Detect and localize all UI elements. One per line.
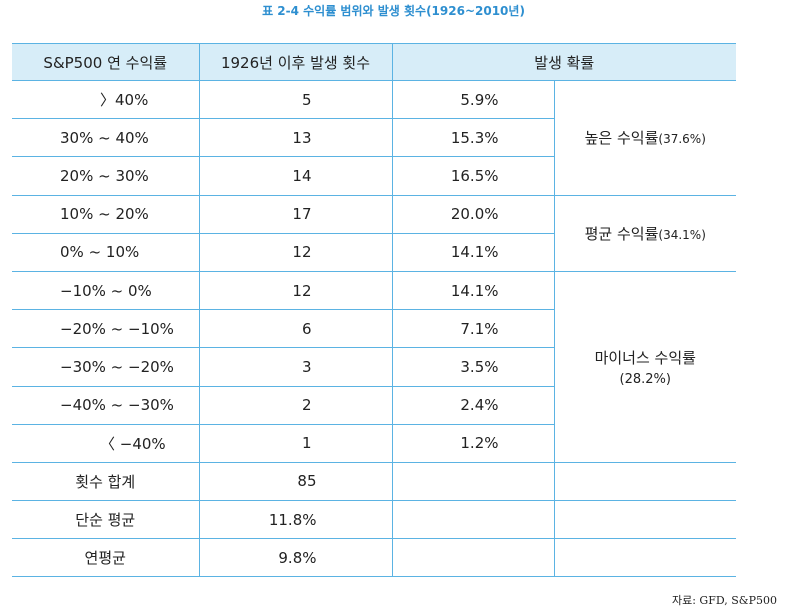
probability-cell: 5.9% xyxy=(391,79,555,120)
probability-cell: 14.1% xyxy=(391,270,555,311)
probability-cell: 2.4% xyxy=(391,385,554,425)
range-cell: −10% ~ 0% xyxy=(12,270,200,311)
probability-cell: 16.5% xyxy=(391,156,554,196)
count-cell: 2 xyxy=(198,385,393,425)
count-cell: 13 xyxy=(198,118,393,158)
band-label: 높은 수익률 xyxy=(584,129,659,148)
band-label: 평균 수익률 xyxy=(584,224,659,243)
empty-cell xyxy=(553,500,736,540)
summary-row: 단순 평균 11.8% xyxy=(12,500,736,540)
summary-row: 횟수 합계 85 xyxy=(12,461,736,502)
empty-cell xyxy=(553,538,736,578)
header-return-range: S&P500 연 수익률 xyxy=(12,43,200,81)
range-cell: −30% ~ −20% xyxy=(12,347,200,387)
count-cell: 6 xyxy=(198,309,393,349)
range-cell: 30% ~ 40% xyxy=(12,118,200,158)
probability-cell: 3.5% xyxy=(391,347,554,387)
band-pct: (34.1%) xyxy=(658,227,706,242)
range-cell: 20% ~ 30% xyxy=(12,156,200,196)
band-pct: (28.2%) xyxy=(619,371,671,387)
band-average-return: 평균 수익률(34.1%) xyxy=(553,194,736,272)
probability-cell: 7.1% xyxy=(391,309,554,349)
table-row: −10% ~ 0% 12 14.1% 마이너스 수익률 (28.2%) xyxy=(12,270,736,463)
count-cell: 17 xyxy=(198,194,393,234)
range-cell: 0% ~ 10% xyxy=(12,232,200,272)
empty-cell xyxy=(391,500,555,540)
count-cell: 5 xyxy=(198,79,393,120)
empty-cell xyxy=(391,461,555,502)
count-cell: 12 xyxy=(198,232,393,272)
empty-cell xyxy=(391,538,555,578)
table-title: 표 2-4 수익률 범위와 발생 횟수(1926~2010년) xyxy=(262,4,525,18)
header-occurrences: 1926년 이후 발생 횟수 xyxy=(198,43,393,81)
count-cell: 14 xyxy=(198,156,393,196)
band-high-return: 높은 수익률(37.6%) xyxy=(553,80,736,196)
probability-cell: 14.1% xyxy=(391,232,554,272)
range-cell: 〉40% xyxy=(12,79,200,120)
band-label: 마이너스 수익률 xyxy=(594,348,696,367)
summary-value: 9.8% xyxy=(198,538,393,578)
header-probability: 발생 확률 xyxy=(391,43,736,81)
table-row: −20% ~ −10% 6 7.1% xyxy=(12,309,736,349)
band-negative-return: 마이너스 수익률 (28.2%) xyxy=(553,270,736,463)
band-pct: (37.6%) xyxy=(658,132,706,147)
summary-label: 횟수 합계 xyxy=(12,461,200,502)
range-cell: −40% ~ −30% xyxy=(12,385,200,425)
empty-cell xyxy=(553,461,736,502)
range-cell: 〈 −40% xyxy=(12,423,200,463)
table-row: 〉40% 5 5.9% 높은 수익률(37.6%) xyxy=(12,79,736,196)
table-row: 10% ~ 20% 17 20.0% 평균 수익률(34.1%) xyxy=(12,194,736,272)
count-cell: 3 xyxy=(198,347,393,387)
summary-row: 연평균 9.8% xyxy=(12,538,736,578)
source-note: 자료: GFD, S&P500 xyxy=(671,594,777,607)
summary-value: 85 xyxy=(198,461,393,502)
count-cell: 12 xyxy=(198,270,393,311)
probability-cell: 20.0% xyxy=(391,194,555,234)
table-row: 30% ~ 40% 13 15.3% xyxy=(12,118,736,158)
summary-value: 11.8% xyxy=(198,500,393,540)
probability-cell: 1.2% xyxy=(391,423,554,463)
probability-cell: 15.3% xyxy=(391,118,554,158)
summary-label: 단순 평균 xyxy=(12,500,200,540)
header-row: S&P500 연 수익률 1926년 이후 발생 횟수 발생 확률 xyxy=(12,43,736,81)
table-row: 20% ~ 30% 14 16.5% xyxy=(12,156,736,196)
returns-table: S&P500 연 수익률 1926년 이후 발생 횟수 발생 확률 〉40% 5… xyxy=(12,43,736,578)
range-cell: −20% ~ −10% xyxy=(12,309,200,349)
table-row: 〈 −40% 1 1.2% xyxy=(12,423,736,463)
range-cell: 10% ~ 20% xyxy=(12,194,200,234)
summary-label: 연평균 xyxy=(12,538,200,578)
count-cell: 1 xyxy=(198,423,393,463)
